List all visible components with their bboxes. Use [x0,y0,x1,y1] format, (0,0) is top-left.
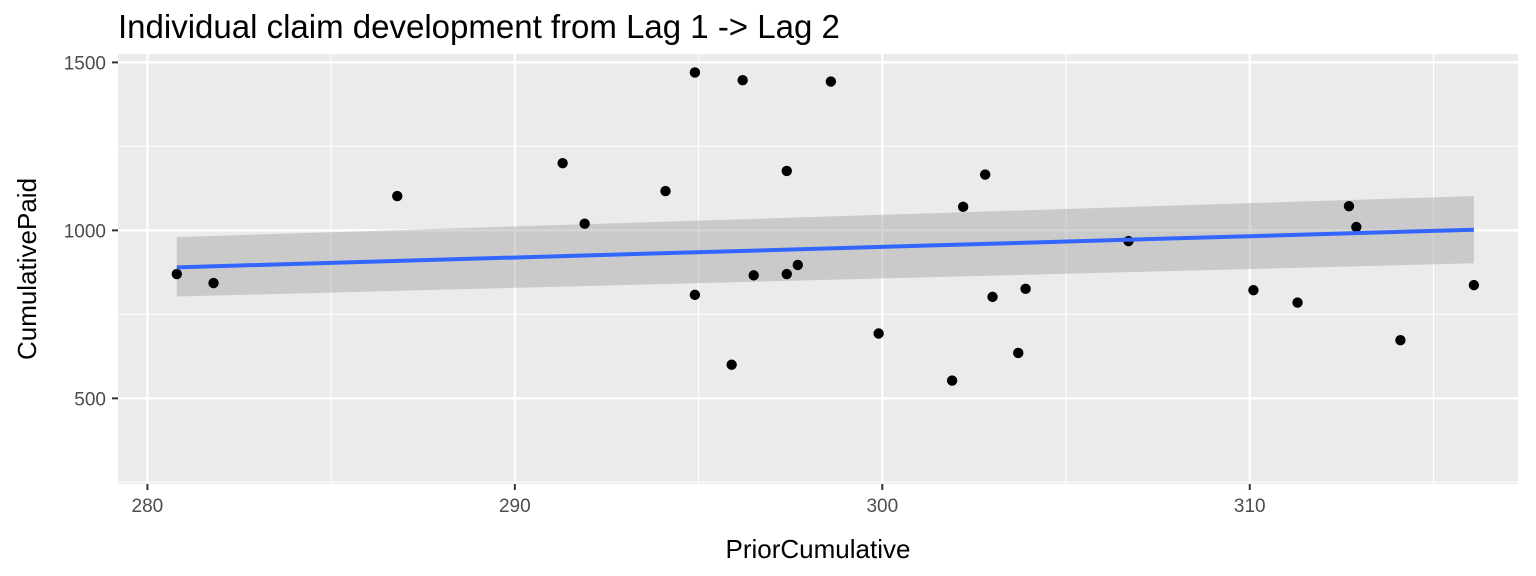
scatter-point [792,259,803,271]
scatter-point [979,169,991,180]
y-axis-title: CumulativePaid [12,178,42,360]
regression-line [176,227,1474,270]
plot-panel [118,54,1518,484]
scatter-point [1292,297,1303,308]
data-points [171,67,1480,386]
scatter-point [208,277,219,289]
scatter-point [1020,283,1031,295]
scatter-point [392,190,403,202]
scatter-point [689,67,701,78]
minor-gridlines [118,54,1518,484]
major-gridlines [118,54,1518,484]
y-axis: 500 1000 1500 [64,53,118,410]
scatter-point [873,328,884,339]
scatter-point [579,218,590,229]
confidence-band [176,196,1474,297]
x-axis: 280 290 300 310 [132,484,1266,517]
scatter-point [171,268,182,280]
scatter-point [781,165,792,177]
scatter-point [1248,284,1259,296]
x-tick-label: 290 [499,496,531,517]
scatter-point [957,201,969,213]
x-tick-label: 300 [866,496,898,517]
y-tick-label: 500 [74,389,106,410]
scatter-point [660,185,671,197]
scatter-point [748,270,759,281]
scatter-point [557,157,568,169]
x-tick-label: 310 [1234,496,1266,517]
scatter-point [1343,200,1355,212]
scatter-point [781,268,792,280]
scatter-point [1395,335,1406,346]
chart-title: Individual claim development from Lag 1 … [118,8,840,45]
scatter-point [987,291,998,303]
scatter-point [1468,279,1480,291]
scatter-point [946,375,958,386]
scatter-point [825,76,837,87]
y-tick-label: 1000 [64,221,106,242]
scatter-point [1013,347,1024,359]
x-axis-title: PriorCumulative [726,534,911,564]
scatter-point [1351,221,1362,233]
scatter-point [726,359,737,370]
scatter-point [737,75,748,86]
scatter-point [689,289,701,301]
x-tick-label: 280 [132,496,164,517]
y-tick-label: 1500 [64,53,106,74]
